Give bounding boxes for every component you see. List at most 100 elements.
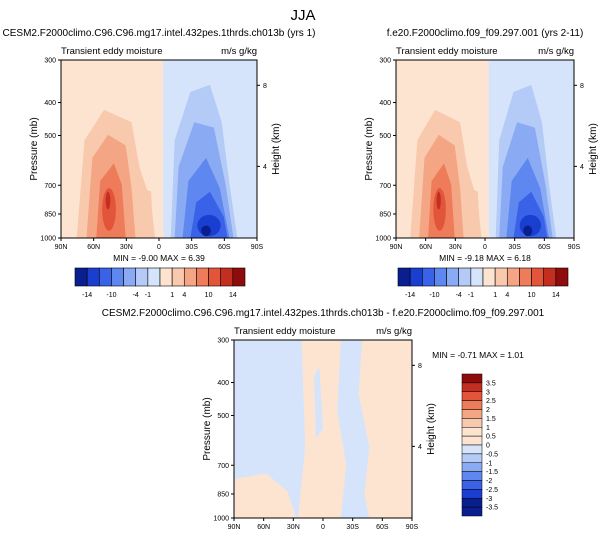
y-tick-label: 300 xyxy=(379,58,391,65)
contour-region xyxy=(523,225,533,237)
colorbar-swatch xyxy=(159,267,173,287)
colorbar-2: -14 -10 -4 -1 1 4 10 14 xyxy=(397,267,569,299)
panel-title: CESM2.F2000climo.C96.C96.mg17.intel.432p… xyxy=(3,28,316,39)
y-axis-label: Pressure (mb) xyxy=(29,117,40,180)
colorbar-swatch xyxy=(461,409,483,419)
contour-fills xyxy=(234,340,412,518)
colorbar-label: -14 xyxy=(405,292,415,299)
contour-region xyxy=(467,188,480,238)
colorbar-swatch xyxy=(461,462,483,472)
colorbar-swatch xyxy=(171,267,185,287)
colorbar-label: -1 xyxy=(468,292,474,299)
colorbar-swatch xyxy=(86,267,100,287)
x-tick-label: 0 xyxy=(321,524,325,531)
colorbar-label: -4 xyxy=(456,292,462,299)
y-axis-label-right: Height (km) xyxy=(588,123,599,175)
panel-subtitle-left: Transient eddy moisture xyxy=(396,46,498,57)
y-tick-label: 300 xyxy=(44,58,56,65)
colorbar-label: -1 xyxy=(145,292,151,299)
y-tick-label: 700 xyxy=(379,183,391,190)
chart-panel-1: CESM2.F2000climo.C96.C96.mg17.intel.432p… xyxy=(3,28,316,251)
colorbar-swatch xyxy=(461,391,483,401)
x-tick-label: 90N xyxy=(228,524,241,531)
y-tick-label: 300 xyxy=(217,338,229,345)
chart-panel-2: f.e20.F2000climo.f09_f09.297.001 (yrs 2-… xyxy=(364,28,599,251)
colorbar-swatch xyxy=(461,506,483,517)
colorbar-swatch xyxy=(409,267,423,287)
colorbar-swatch xyxy=(98,267,112,287)
colorbar-label: 4 xyxy=(182,292,186,299)
y-tick-label: 500 xyxy=(379,133,391,140)
y-tick-label: 850 xyxy=(217,491,229,498)
colorbar-swatch xyxy=(220,267,234,287)
panel-subtitle-right: m/s g/kg xyxy=(376,326,412,337)
colorbar-swatch xyxy=(461,489,483,499)
contour-region xyxy=(139,188,154,238)
colorbar-label: -2 xyxy=(486,478,492,485)
colorbar-swatch xyxy=(531,267,545,287)
colorbar-swatch xyxy=(482,267,496,287)
colorbar-swatch xyxy=(183,267,197,287)
colorbar-swatch xyxy=(397,267,411,287)
contour-region xyxy=(201,225,211,237)
colorbar-swatch xyxy=(461,418,483,428)
colorbar-label: 3.5 xyxy=(486,380,496,387)
colorbar-swatch xyxy=(208,267,222,287)
colorbar-swatch xyxy=(147,267,161,287)
colorbar-swatch xyxy=(458,267,472,287)
colorbar-swatch xyxy=(461,498,483,508)
x-tick-label: 30N xyxy=(287,524,300,531)
page-title: JJA xyxy=(290,7,315,24)
panel-3-stats: MIN = -0.71 MAX = 1.01 xyxy=(432,350,524,360)
colorbar-label: -10 xyxy=(106,292,116,299)
x-tick-label: 0 xyxy=(483,244,487,251)
y-tick-label: 400 xyxy=(44,100,56,107)
x-tick-label: 60S xyxy=(376,524,389,531)
panel-1-stats: MIN = -9.00 MAX = 6.39 xyxy=(113,253,205,263)
colorbar-3: 3.5 3 2.5 2 1.5 1 0.5 0-0.5 -1 -1.5 -2 -2.5 -3 -3.5 xyxy=(461,373,498,517)
x-tick-label: 60S xyxy=(218,244,231,251)
colorbar-swatch xyxy=(446,267,460,287)
colorbar-swatch xyxy=(461,444,483,455)
contour-region xyxy=(274,420,288,479)
x-tick-label: 60N xyxy=(87,244,100,251)
panel-subtitle-right: m/s g/kg xyxy=(221,46,257,57)
colorbar-label: -2.5 xyxy=(486,487,498,494)
colorbar-label: -0.5 xyxy=(486,451,498,458)
contour-region xyxy=(234,473,297,518)
colorbar-label: 3 xyxy=(486,389,490,396)
y-tick-label: 850 xyxy=(44,211,56,218)
height-tick-label: 8 xyxy=(580,83,584,90)
colorbar-swatch xyxy=(461,373,483,384)
colorbar-label: 0 xyxy=(486,443,490,450)
y-tick-label: 1000 xyxy=(375,236,391,243)
x-tick-label: 30S xyxy=(346,524,359,531)
colorbar-label: -4 xyxy=(133,292,139,299)
colorbar-swatch xyxy=(111,267,124,287)
y-tick-label: 700 xyxy=(44,183,56,190)
height-tick-label: 4 xyxy=(418,444,422,451)
colorbar-swatch xyxy=(461,471,483,481)
y-axis-label: Pressure (mb) xyxy=(364,117,375,180)
y-tick-label: 400 xyxy=(217,380,229,387)
panel-title: f.e20.F2000climo.f09_f09.297.001 (yrs 2-… xyxy=(387,28,584,39)
y-tick-label: 500 xyxy=(44,133,56,140)
colorbar-label: 1 xyxy=(493,292,497,299)
height-tick-label: 8 xyxy=(418,363,422,370)
x-tick-label: 0 xyxy=(157,244,161,251)
colorbar-label: 1.5 xyxy=(486,416,496,423)
colorbar-swatch xyxy=(135,267,149,287)
x-tick-label: 30S xyxy=(185,244,198,251)
colorbar-label: -1 xyxy=(486,460,492,467)
colorbar-label: 1 xyxy=(170,292,174,299)
contour-fills xyxy=(396,60,574,238)
x-tick-label: 30S xyxy=(508,244,521,251)
colorbar-label: 14 xyxy=(552,292,560,299)
contour-region xyxy=(248,340,284,518)
colorbar-label: -14 xyxy=(82,292,92,299)
colorbar-swatch xyxy=(494,267,508,287)
contour-region xyxy=(433,188,446,231)
colorbar-1: -14 -10 -4 -1 1 4 10 14 xyxy=(74,267,246,299)
colorbar-swatch xyxy=(461,382,483,392)
x-tick-label: 60S xyxy=(538,244,551,251)
